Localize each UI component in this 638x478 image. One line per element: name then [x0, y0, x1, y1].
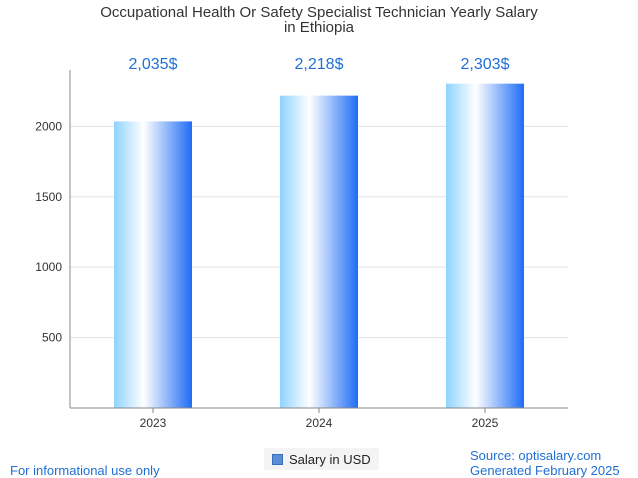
- bar-value-label: 2,035$: [129, 56, 178, 73]
- disclaimer-text: For informational use only: [10, 463, 160, 478]
- chart-title-line-2: in Ethiopia: [283, 19, 355, 36]
- y-tick-label: 2000: [35, 119, 62, 133]
- bar[interactable]: [446, 83, 524, 409]
- legend-label: Salary in USD: [289, 451, 371, 467]
- legend-swatch: [272, 453, 283, 465]
- bar-value-label: 2,218$: [295, 56, 344, 73]
- y-tick-label: 1500: [35, 190, 62, 204]
- y-tick-label: 1000: [35, 260, 62, 274]
- bar-value-label: 2,303$: [461, 56, 510, 73]
- x-tick-label: 2023: [140, 416, 167, 430]
- axes: 500 1000 1500 2000 2023 2024 2025: [35, 70, 568, 430]
- y-tick-label: 500: [42, 331, 62, 345]
- source-text: Source: optisalary.com: [470, 448, 602, 463]
- x-tick-label: 2024: [306, 416, 333, 430]
- generated-date-text: Generated February 2025: [470, 463, 620, 478]
- legend[interactable]: Salary in USD: [264, 448, 379, 470]
- bar[interactable]: [114, 121, 192, 408]
- bars: [114, 83, 524, 409]
- data-labels: 2,035$ 2,218$ 2,303$: [129, 56, 510, 73]
- chart-title-line-1: Occupational Health Or Safety Specialist…: [100, 4, 538, 21]
- x-tick-label: 2025: [472, 416, 499, 430]
- bar[interactable]: [280, 95, 358, 409]
